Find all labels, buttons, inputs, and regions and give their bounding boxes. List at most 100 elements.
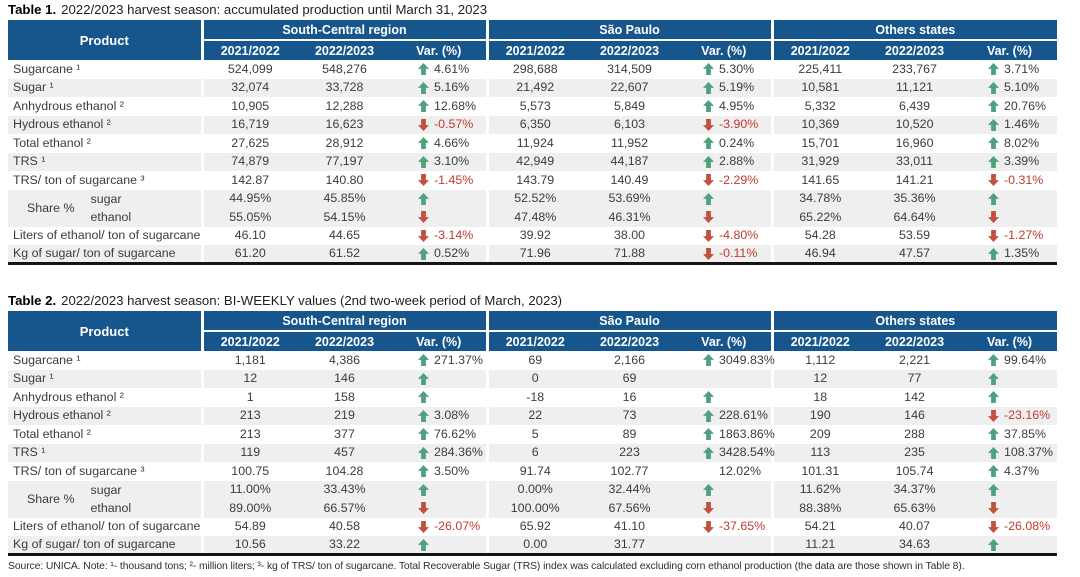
- up-arrow-icon: [703, 483, 714, 496]
- down-arrow-icon: [703, 174, 714, 187]
- up-arrow-icon: [988, 446, 1000, 459]
- value-cell: 1: [200, 388, 297, 407]
- col-header-2021-2022: 2021/2022: [200, 40, 297, 60]
- var-value: 228.61%: [719, 408, 768, 423]
- table-title-text: 2022/2023 harvest season: BI-WEEKLY valu…: [61, 293, 563, 308]
- up-arrow-icon: [988, 81, 1000, 94]
- table-row: 89.00% 66.57% 100.00% 67.56% 88.38% 65.63%: [8, 499, 1058, 518]
- col-group-others-states: Others states: [770, 311, 1058, 332]
- var-cell: [677, 536, 773, 556]
- value-cell: 61.52: [297, 245, 392, 265]
- var-value: 3.39%: [1004, 154, 1040, 169]
- var-value: 4.61%: [434, 61, 470, 76]
- col-header-2021-2022: 2021/2022: [485, 331, 582, 351]
- down-arrow-icon: [703, 229, 714, 242]
- var-cell: 3428.54%: [677, 443, 775, 462]
- value-cell: 158: [297, 388, 392, 407]
- value-cell: 10,905: [200, 97, 297, 116]
- up-arrow-icon: [703, 192, 714, 205]
- col-header-2022-2023: 2022/2023: [297, 40, 392, 60]
- value-cell: 10,520: [867, 115, 963, 134]
- col-header-var-: Var. (%): [392, 40, 487, 60]
- value-cell: 46.10: [200, 226, 297, 245]
- row-label: TRS/ ton of sugarcane ³: [8, 462, 202, 481]
- value-cell: 143.79: [485, 171, 582, 190]
- up-arrow-icon: [418, 137, 429, 150]
- down-arrow-icon: [418, 502, 429, 515]
- table-row: Share % sugar ethanol 11.00% 33.43% 0.00% 32.4…: [8, 480, 1058, 518]
- down-arrow-icon: [418, 520, 429, 533]
- var-value: 1.35%: [1004, 246, 1040, 260]
- up-arrow-icon: [988, 100, 1000, 113]
- var-value: 1.46%: [1004, 117, 1040, 132]
- value-cell: 146: [297, 369, 392, 388]
- value-cell: 89.00%: [200, 499, 297, 518]
- value-cell: 298,688: [485, 60, 582, 79]
- var-cell: [392, 369, 487, 388]
- value-cell: 32,074: [200, 78, 297, 97]
- share-group-label: Share %: [27, 491, 75, 506]
- table-row: Kg of sugar/ ton of sugarcane 10.56 33.22 0…: [8, 536, 1058, 556]
- var-cell: [677, 480, 773, 499]
- value-cell: 100.75: [200, 462, 297, 481]
- table-body: Sugarcane ¹ 1,181 4,386 271.37% 69 2,166 3049.…: [8, 351, 1058, 556]
- down-arrow-icon: [988, 174, 1000, 187]
- var-cell: [962, 369, 1058, 388]
- var-value: 20.76%: [1004, 98, 1047, 113]
- row-label: Sugarcane ¹: [8, 351, 202, 370]
- col-header-2021-2022: 2021/2022: [200, 331, 297, 351]
- var-cell: -26.08%: [962, 517, 1058, 536]
- value-cell: 91.74: [485, 462, 582, 481]
- up-arrow-icon: [988, 483, 1000, 496]
- var-cell: -2.29%: [677, 171, 773, 190]
- var-cell: 4.61%: [392, 60, 487, 79]
- table-title-text: 2022/2023 harvest season: accumulated pr…: [61, 2, 488, 17]
- up-arrow-icon: [988, 391, 1000, 404]
- row-label: Hydrous ethanol ²: [8, 115, 202, 134]
- value-cell: 2,221: [867, 351, 963, 370]
- value-cell: 16,719: [200, 115, 297, 134]
- var-cell: 76.62%: [392, 425, 487, 444]
- table-label: Table 2.: [8, 293, 57, 308]
- var-cell: 5.30%: [677, 60, 773, 79]
- col-group-others-states: Others states: [770, 20, 1058, 41]
- value-cell: 41.10: [582, 517, 677, 536]
- value-cell: 16,623: [297, 115, 392, 134]
- value-cell: 73: [582, 406, 677, 425]
- var-cell: 3049.83%: [677, 351, 775, 370]
- down-arrow-icon: [988, 409, 1000, 422]
- up-arrow-icon: [703, 446, 714, 459]
- var-value: 5.10%: [1004, 80, 1040, 95]
- up-arrow-icon: [418, 428, 429, 441]
- table-row: Sugar ¹ 12 146 0 69 12 77: [8, 369, 1058, 388]
- col-group-south-central-region: South-Central region: [200, 311, 487, 332]
- value-cell: 88.38%: [770, 499, 868, 518]
- var-cell: 1.46%: [962, 115, 1058, 134]
- value-cell: 44,187: [582, 152, 677, 171]
- value-cell: 105.74: [867, 462, 963, 481]
- table-header: Product South-Central region São Paulo Othe…: [8, 20, 1058, 60]
- var-cell: [392, 388, 487, 407]
- value-cell: 54.89: [200, 517, 297, 536]
- var-value: 12.02%: [719, 463, 762, 478]
- value-cell: 223: [582, 443, 677, 462]
- value-cell: 77,197: [297, 152, 392, 171]
- row-label: Total ethanol ²: [8, 134, 202, 153]
- down-arrow-icon: [988, 211, 1000, 224]
- table-row: Liters of ethanol/ ton of sugarcane 54.89…: [8, 517, 1058, 536]
- var-cell: 4.66%: [392, 134, 487, 153]
- var-cell: [677, 388, 773, 407]
- down-arrow-icon: [418, 118, 429, 131]
- var-cell: [962, 499, 1058, 518]
- value-cell: -18: [485, 388, 582, 407]
- var-cell: -37.65%: [677, 517, 773, 536]
- value-cell: 67.56%: [582, 499, 677, 518]
- var-cell: -3.90%: [677, 115, 773, 134]
- value-cell: 225,411: [770, 60, 868, 79]
- value-cell: 45.85%: [297, 189, 392, 208]
- up-arrow-icon: [418, 372, 429, 385]
- var-value: -0.31%: [1004, 172, 1044, 187]
- data-table: Product South-Central region São Paulo Othe…: [8, 311, 1058, 556]
- up-arrow-icon: [988, 118, 1000, 131]
- value-cell: 146: [867, 406, 963, 425]
